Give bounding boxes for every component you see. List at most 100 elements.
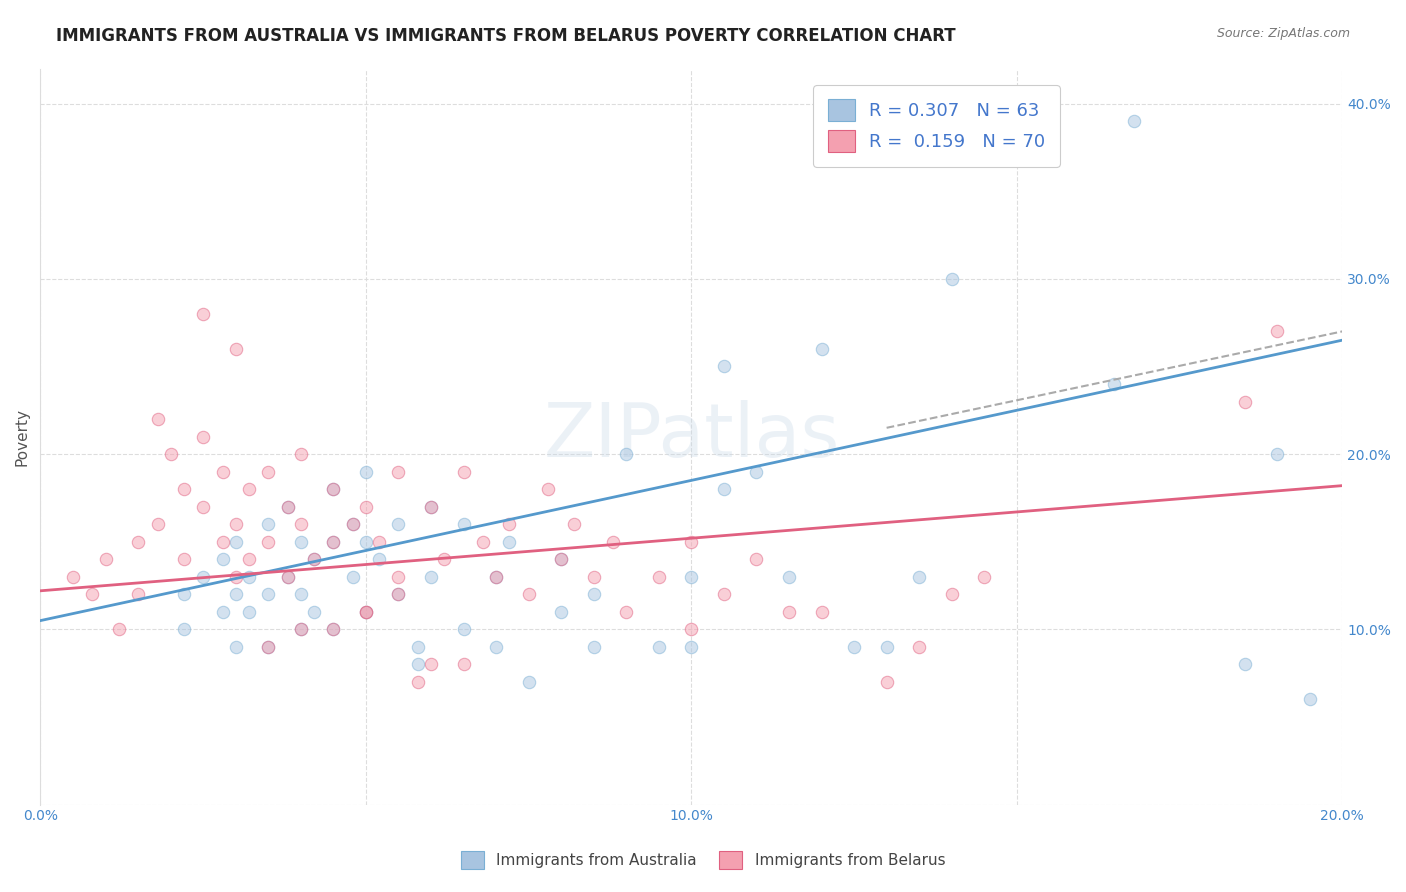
- Point: [517, 675, 540, 690]
- Point: [173, 552, 195, 566]
- Point: [302, 552, 325, 566]
- Point: [354, 534, 377, 549]
- Point: [322, 623, 344, 637]
- Point: [614, 605, 637, 619]
- Point: [290, 534, 312, 549]
- Point: [681, 570, 703, 584]
- Point: [225, 587, 247, 601]
- Point: [498, 517, 520, 532]
- Point: [745, 465, 768, 479]
- Point: [238, 605, 260, 619]
- Point: [973, 570, 995, 584]
- Point: [146, 517, 169, 532]
- Point: [173, 623, 195, 637]
- Point: [211, 534, 233, 549]
- Point: [1123, 114, 1146, 128]
- Point: [406, 675, 429, 690]
- Point: [485, 640, 508, 654]
- Point: [354, 605, 377, 619]
- Point: [810, 605, 832, 619]
- Point: [257, 587, 280, 601]
- Point: [322, 623, 344, 637]
- Point: [387, 517, 409, 532]
- Point: [1104, 376, 1126, 391]
- Point: [82, 587, 104, 601]
- Point: [290, 447, 312, 461]
- Point: [876, 640, 898, 654]
- Point: [406, 657, 429, 672]
- Point: [406, 640, 429, 654]
- Point: [354, 465, 377, 479]
- Point: [420, 570, 443, 584]
- Point: [342, 517, 364, 532]
- Point: [238, 552, 260, 566]
- Point: [420, 500, 443, 514]
- Text: IMMIGRANTS FROM AUSTRALIA VS IMMIGRANTS FROM BELARUS POVERTY CORRELATION CHART: IMMIGRANTS FROM AUSTRALIA VS IMMIGRANTS …: [56, 27, 956, 45]
- Point: [302, 552, 325, 566]
- Point: [290, 517, 312, 532]
- Point: [290, 587, 312, 601]
- Point: [225, 640, 247, 654]
- Text: ZIPatlas: ZIPatlas: [543, 401, 839, 473]
- Point: [453, 465, 475, 479]
- Point: [1233, 657, 1256, 672]
- Point: [1233, 394, 1256, 409]
- Point: [453, 623, 475, 637]
- Point: [62, 570, 84, 584]
- Point: [498, 534, 520, 549]
- Point: [367, 534, 389, 549]
- Point: [354, 500, 377, 514]
- Point: [472, 534, 495, 549]
- Point: [127, 534, 149, 549]
- Point: [648, 640, 671, 654]
- Point: [745, 552, 768, 566]
- Point: [277, 570, 299, 584]
- Point: [277, 500, 299, 514]
- Point: [107, 623, 129, 637]
- Point: [387, 587, 409, 601]
- Point: [367, 552, 389, 566]
- Point: [277, 570, 299, 584]
- Point: [211, 552, 233, 566]
- Point: [517, 587, 540, 601]
- Point: [681, 534, 703, 549]
- Point: [146, 412, 169, 426]
- Point: [302, 605, 325, 619]
- Point: [290, 623, 312, 637]
- Point: [453, 657, 475, 672]
- Point: [648, 570, 671, 584]
- Point: [225, 342, 247, 356]
- Point: [191, 570, 214, 584]
- Point: [713, 359, 735, 374]
- Point: [211, 605, 233, 619]
- Point: [257, 640, 280, 654]
- Point: [354, 605, 377, 619]
- Point: [908, 640, 931, 654]
- Point: [290, 623, 312, 637]
- Point: [173, 482, 195, 496]
- Point: [211, 465, 233, 479]
- Point: [941, 587, 963, 601]
- Point: [191, 500, 214, 514]
- Point: [257, 640, 280, 654]
- Point: [582, 587, 605, 601]
- Point: [876, 675, 898, 690]
- Point: [420, 500, 443, 514]
- Point: [453, 517, 475, 532]
- Point: [238, 570, 260, 584]
- Point: [485, 570, 508, 584]
- Point: [257, 534, 280, 549]
- Point: [277, 500, 299, 514]
- Point: [342, 570, 364, 584]
- Point: [485, 570, 508, 584]
- Point: [225, 570, 247, 584]
- Legend: R = 0.307   N = 63, R =  0.159   N = 70: R = 0.307 N = 63, R = 0.159 N = 70: [813, 85, 1060, 167]
- Point: [387, 587, 409, 601]
- Point: [908, 570, 931, 584]
- Point: [257, 465, 280, 479]
- Point: [582, 570, 605, 584]
- Point: [681, 640, 703, 654]
- Point: [842, 640, 865, 654]
- Point: [322, 482, 344, 496]
- Point: [713, 587, 735, 601]
